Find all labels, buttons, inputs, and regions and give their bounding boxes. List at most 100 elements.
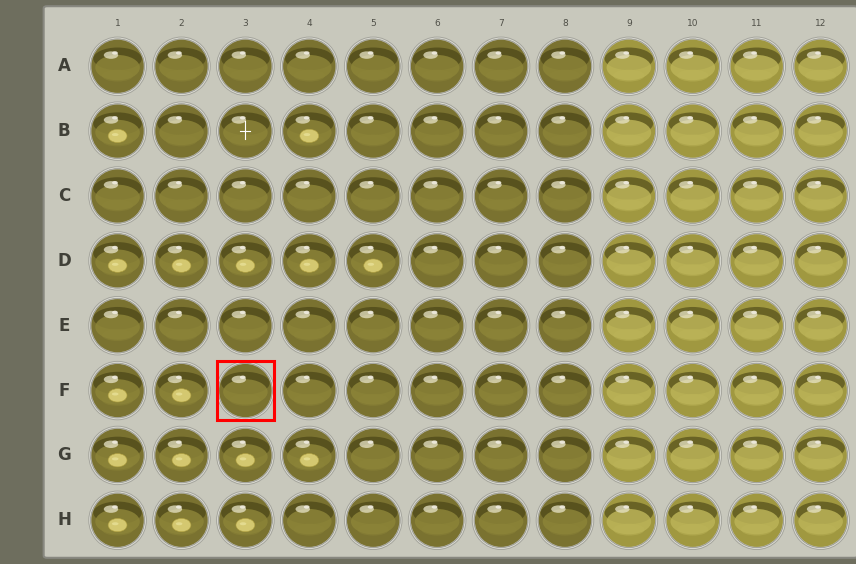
Ellipse shape: [421, 199, 453, 212]
Ellipse shape: [294, 199, 325, 212]
Ellipse shape: [304, 440, 310, 444]
Ellipse shape: [287, 249, 331, 275]
Ellipse shape: [792, 167, 849, 225]
Ellipse shape: [95, 249, 140, 275]
Ellipse shape: [102, 264, 134, 276]
Ellipse shape: [677, 523, 709, 536]
Ellipse shape: [551, 311, 566, 318]
Ellipse shape: [496, 51, 502, 55]
Ellipse shape: [615, 376, 629, 383]
Ellipse shape: [166, 329, 197, 341]
Ellipse shape: [550, 459, 580, 471]
Ellipse shape: [295, 51, 310, 59]
Ellipse shape: [108, 453, 127, 467]
Ellipse shape: [159, 120, 204, 145]
Ellipse shape: [112, 181, 118, 184]
Ellipse shape: [158, 47, 205, 70]
Ellipse shape: [285, 112, 334, 135]
Ellipse shape: [236, 518, 255, 532]
Ellipse shape: [91, 104, 145, 158]
Ellipse shape: [815, 311, 821, 314]
Ellipse shape: [543, 379, 587, 404]
Ellipse shape: [474, 233, 528, 288]
Ellipse shape: [93, 177, 142, 200]
Ellipse shape: [408, 297, 466, 355]
Ellipse shape: [536, 297, 594, 355]
Ellipse shape: [670, 249, 715, 275]
Ellipse shape: [687, 181, 693, 184]
Ellipse shape: [155, 169, 208, 223]
Ellipse shape: [95, 444, 140, 469]
Ellipse shape: [477, 307, 526, 329]
Ellipse shape: [794, 493, 847, 548]
Ellipse shape: [351, 55, 395, 80]
Ellipse shape: [687, 51, 693, 55]
Ellipse shape: [168, 376, 182, 383]
Ellipse shape: [281, 102, 338, 160]
Ellipse shape: [560, 505, 565, 509]
Ellipse shape: [543, 120, 587, 145]
Ellipse shape: [411, 104, 463, 158]
Ellipse shape: [477, 177, 526, 200]
Ellipse shape: [604, 501, 653, 524]
Ellipse shape: [421, 329, 453, 341]
Ellipse shape: [158, 437, 205, 459]
Ellipse shape: [295, 440, 310, 448]
Ellipse shape: [541, 242, 589, 265]
Ellipse shape: [667, 104, 719, 158]
Ellipse shape: [602, 428, 656, 483]
Ellipse shape: [551, 440, 566, 448]
Ellipse shape: [602, 169, 656, 223]
Ellipse shape: [666, 428, 720, 483]
Ellipse shape: [666, 39, 720, 94]
Ellipse shape: [607, 509, 651, 534]
Ellipse shape: [729, 104, 784, 158]
Ellipse shape: [104, 246, 118, 253]
Ellipse shape: [485, 264, 517, 276]
Ellipse shape: [743, 246, 758, 253]
Ellipse shape: [741, 264, 772, 276]
Ellipse shape: [496, 246, 502, 249]
Ellipse shape: [154, 233, 209, 288]
Ellipse shape: [615, 51, 629, 59]
Ellipse shape: [223, 120, 268, 145]
Ellipse shape: [349, 177, 397, 200]
Ellipse shape: [351, 509, 395, 534]
Ellipse shape: [349, 501, 397, 524]
Ellipse shape: [229, 199, 261, 212]
Ellipse shape: [93, 501, 142, 524]
Ellipse shape: [604, 47, 653, 70]
Ellipse shape: [730, 364, 783, 417]
Ellipse shape: [229, 134, 261, 147]
Ellipse shape: [281, 232, 338, 290]
Ellipse shape: [240, 457, 247, 460]
Ellipse shape: [560, 116, 565, 120]
Ellipse shape: [91, 233, 145, 288]
Ellipse shape: [623, 376, 629, 379]
Ellipse shape: [728, 37, 786, 95]
Ellipse shape: [285, 501, 334, 524]
Ellipse shape: [282, 428, 336, 483]
Text: 8: 8: [562, 19, 568, 28]
Ellipse shape: [679, 311, 693, 318]
Ellipse shape: [287, 55, 331, 80]
Ellipse shape: [794, 39, 847, 94]
Ellipse shape: [217, 37, 274, 95]
Ellipse shape: [410, 233, 464, 288]
Ellipse shape: [282, 298, 336, 353]
Ellipse shape: [282, 233, 336, 288]
Ellipse shape: [112, 246, 118, 249]
Ellipse shape: [223, 509, 268, 534]
Ellipse shape: [408, 491, 466, 549]
Ellipse shape: [92, 104, 144, 158]
Ellipse shape: [615, 311, 629, 318]
Ellipse shape: [175, 522, 182, 525]
Ellipse shape: [344, 297, 402, 355]
Ellipse shape: [623, 116, 629, 120]
Ellipse shape: [295, 311, 310, 318]
Ellipse shape: [351, 184, 395, 210]
Ellipse shape: [475, 104, 527, 158]
Ellipse shape: [600, 297, 657, 355]
Ellipse shape: [92, 364, 144, 417]
Ellipse shape: [603, 104, 655, 158]
